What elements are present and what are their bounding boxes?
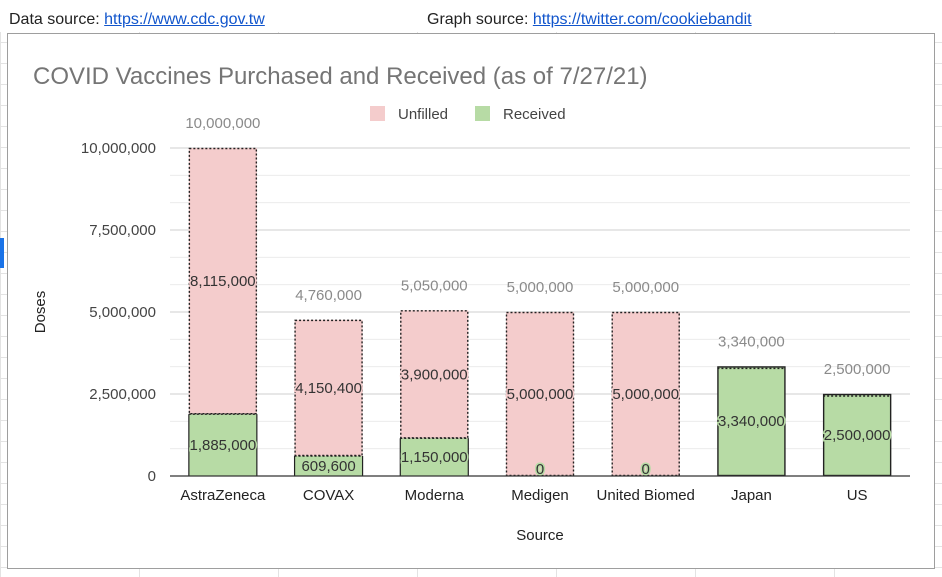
graph-source-line: Graph source: https://twitter.com/cookie… — [427, 11, 752, 29]
bar-unfilled-label: 5,000,000 — [507, 386, 574, 403]
graph-source-link[interactable]: https://twitter.com/cookiebandit — [532, 11, 752, 28]
bar-unfilled — [506, 312, 574, 476]
bar-total-label: 4,760,000 — [295, 287, 362, 304]
bar-unfilled-label: 8,115,000 — [190, 273, 256, 290]
bar-received — [400, 438, 469, 476]
x-tick-label: Japan — [731, 487, 772, 504]
bar-total-label: 5,050,000 — [401, 277, 468, 294]
bar-unfilled-label: 4,150,400 — [295, 380, 362, 397]
bar-received — [188, 414, 257, 476]
y-tick-label: 5,000,000 — [89, 304, 156, 321]
bar-received-label: 0 — [536, 461, 544, 478]
legend-label: Unfilled — [398, 106, 448, 123]
bar-total-label: 5,000,000 — [612, 279, 679, 296]
x-tick-label: AstraZeneca — [180, 487, 266, 504]
bar-unfilled-outline — [611, 311, 680, 477]
x-tick-label: United Biomed — [597, 487, 695, 504]
bar-total-label: 3,340,000 — [718, 333, 785, 350]
bar-received-label: 0 — [642, 461, 650, 478]
data-source-line: Data source: https://www.cdc.gov.tw — [9, 11, 265, 29]
bar-unfilled-outline — [505, 311, 575, 477]
legend-swatch — [475, 106, 490, 121]
graph-source-label: Graph source: — [427, 11, 533, 28]
bar-received — [717, 366, 786, 476]
bar-total-label: 2,500,000 — [824, 361, 891, 378]
bar-unfilled-outline — [400, 310, 469, 439]
bar-total-label: 5,000,000 — [507, 279, 574, 296]
legend-swatch — [370, 106, 385, 121]
y-axis-title: Doses — [32, 291, 49, 334]
bar-unfilled-outline — [294, 319, 363, 457]
bar-received-label: 1,885,000 — [189, 437, 256, 454]
data-source-link[interactable]: https://www.cdc.gov.tw — [104, 11, 265, 28]
stacked-bar-chart: COVID Vaccines Purchased and Received (a… — [32, 63, 910, 544]
bar-unfilled-label: 5,000,000 — [612, 386, 679, 403]
bar-unfilled — [188, 148, 257, 415]
x-tick-label: COVAX — [303, 487, 354, 504]
x-axis-title: Source — [516, 527, 564, 544]
x-tick-label: Moderna — [405, 487, 465, 504]
y-tick-label: 10,000,000 — [81, 140, 156, 157]
chart-container[interactable]: COVID Vaccines Purchased and Received (a… — [7, 33, 935, 569]
bar-unfilled — [400, 310, 469, 439]
cell-selection-marker — [0, 238, 4, 268]
bar-received-label: 1,150,000 — [401, 449, 468, 466]
x-tick-label: US — [847, 487, 868, 504]
bar-received-label: 609,600 — [301, 458, 355, 475]
x-tick-label: Medigen — [511, 487, 569, 504]
y-tick-label: 7,500,000 — [89, 222, 156, 239]
chart-title: COVID Vaccines Purchased and Received (a… — [33, 63, 648, 90]
source-row: Data source: https://www.cdc.gov.tw Grap… — [0, 0, 942, 32]
bar-received-label: 3,340,000 — [718, 413, 785, 430]
bar-unfilled-label: 3,900,000 — [401, 366, 468, 383]
bar-received — [294, 456, 363, 476]
bar-unfilled — [294, 319, 363, 457]
bar-received-label: 2,500,000 — [824, 427, 891, 444]
y-tick-label: 2,500,000 — [89, 386, 156, 403]
bar-total-label: 10,000,000 — [185, 115, 260, 132]
data-source-label: Data source: — [9, 11, 105, 28]
y-tick-label: 0 — [148, 468, 156, 485]
bar-unfilled — [611, 312, 680, 476]
legend-label: Received — [503, 106, 566, 123]
bar-received — [823, 394, 892, 476]
